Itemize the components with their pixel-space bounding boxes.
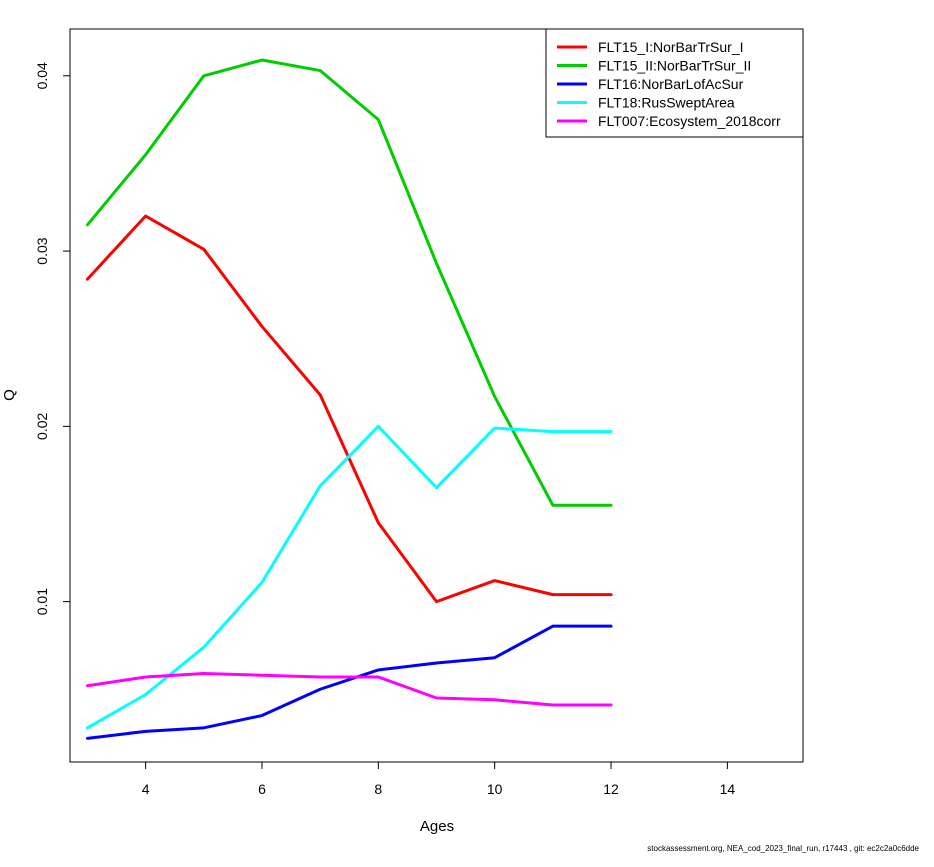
legend-label: FLT16:NorBarLofAcSur (598, 76, 744, 92)
footer-text: stockassessment.org, NEA_cod_2023_final_… (647, 844, 919, 853)
series-line-4 (85, 671, 613, 707)
series-line-0 (85, 214, 613, 604)
legend-label: FLT18:RusSweptArea (598, 95, 735, 111)
legend-label: FLT15_II:NorBarTrSur_II (598, 58, 751, 74)
y-tick-label: 0.02 (34, 413, 50, 440)
y-axis-title: Q (1, 389, 18, 401)
series-line-3 (85, 424, 613, 730)
y-axis: 0.01 0.02 0.03 0.04 (34, 62, 70, 615)
legend: FLT15_I:NorBarTrSur_I FLT15_II:NorBarTrSu… (545, 28, 804, 138)
series-line-1 (85, 58, 613, 507)
x-axis-title: Ages (420, 818, 454, 835)
y-tick-label: 0.03 (34, 237, 50, 264)
legend-label: FLT15_I:NorBarTrSur_I (598, 39, 744, 55)
series-layer (85, 58, 613, 740)
x-tick-label: 10 (487, 781, 503, 797)
legend-label: FLT007:Ecosystem_2018corr (598, 113, 781, 129)
x-tick-label: 8 (374, 781, 382, 797)
legend-box (545, 28, 804, 138)
plot-frame (69, 28, 804, 763)
x-tick-label: 12 (603, 781, 619, 797)
y-tick-label: 0.01 (34, 588, 50, 615)
x-tick-label: 14 (720, 781, 736, 797)
x-tick-label: 6 (258, 781, 266, 797)
y-tick-label: 0.04 (34, 62, 50, 89)
series-line-2 (85, 624, 613, 740)
x-tick-label: 4 (142, 781, 150, 797)
x-axis: 4 6 8 10 12 14 (142, 762, 736, 797)
